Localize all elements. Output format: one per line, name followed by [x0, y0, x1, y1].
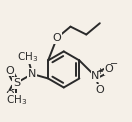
Text: CH$_3$: CH$_3$ — [6, 93, 27, 107]
Text: N: N — [28, 69, 36, 79]
Text: CH$_3$: CH$_3$ — [17, 50, 38, 64]
Text: S: S — [13, 78, 20, 88]
Text: −: − — [110, 59, 118, 69]
Text: O: O — [53, 33, 61, 43]
Text: O: O — [5, 90, 14, 100]
Text: +: + — [96, 67, 103, 76]
Text: O: O — [104, 64, 113, 74]
Text: O: O — [5, 66, 14, 76]
Text: N: N — [91, 71, 100, 81]
Text: O: O — [95, 85, 104, 95]
